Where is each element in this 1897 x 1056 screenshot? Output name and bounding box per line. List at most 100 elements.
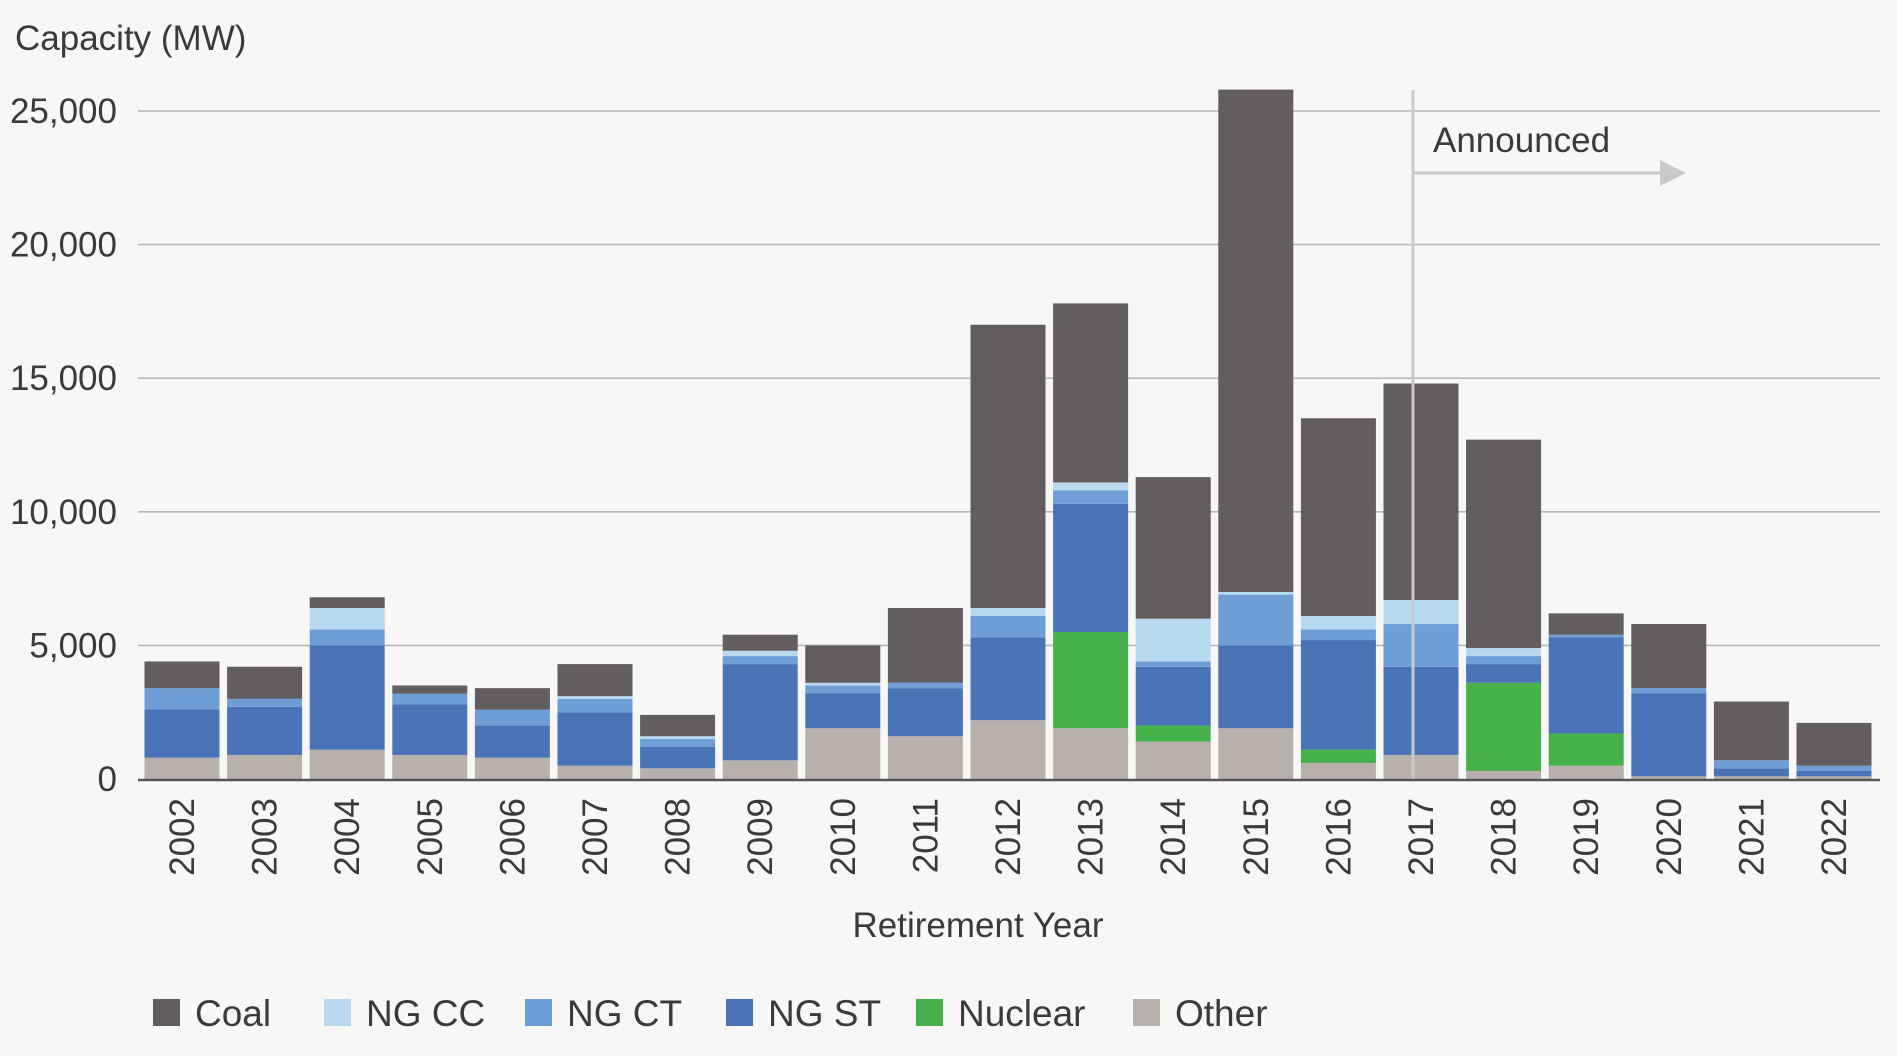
bar-segment-other-2019 xyxy=(1548,765,1624,779)
bar-segment-coal-2013 xyxy=(1053,303,1129,483)
bar-segment-coal-2017 xyxy=(1383,383,1459,600)
y-tick-label: 25,000 xyxy=(10,92,117,131)
bar-segment-ng-ct-2005 xyxy=(392,693,468,705)
bar-segment-coal-2012 xyxy=(970,324,1046,608)
bar-segment-other-2018 xyxy=(1466,770,1542,779)
bar-segment-ng-ct-2011 xyxy=(887,682,963,689)
bar-segment-ng-st-2013 xyxy=(1053,503,1129,633)
bar-segment-ng-st-2002 xyxy=(144,709,220,758)
x-tick-label: 2005 xyxy=(411,798,450,876)
y-axis-ticks: 0 5,000 10,000 15,000 20,000 25,000 xyxy=(10,92,117,799)
bar-segment-other-2021 xyxy=(1713,776,1789,779)
x-tick-label: 2006 xyxy=(493,798,532,876)
legend-label: NG CC xyxy=(366,993,485,1034)
announced-label: Announced xyxy=(1433,121,1610,160)
bar-segment-coal-2018 xyxy=(1466,439,1542,649)
bar-segment-other-2022 xyxy=(1796,776,1872,779)
bar-segment-coal-2004 xyxy=(309,597,385,608)
bar-segment-ng-cc-2009 xyxy=(722,650,798,657)
y-axis-title: Capacity (MW) xyxy=(15,19,246,58)
bar-segment-nuclear-2018 xyxy=(1466,682,1542,771)
bar-segment-other-2004 xyxy=(309,749,385,779)
bar-segment-ng-st-2015 xyxy=(1218,645,1294,729)
bar-segment-ng-st-2020 xyxy=(1631,693,1707,777)
bar-segment-other-2007 xyxy=(557,765,633,779)
legend-swatch-ng-st xyxy=(726,999,753,1026)
bar-segment-ng-st-2004 xyxy=(309,645,385,750)
bar-segment-ng-st-2012 xyxy=(970,637,1046,721)
x-tick-label: 2007 xyxy=(576,798,615,876)
bar-segment-ng-cc-2007 xyxy=(557,696,633,699)
x-tick-label: 2020 xyxy=(1650,798,1689,876)
bar-segment-other-2010 xyxy=(805,728,881,779)
legend: Coal NG CC NG CT NG ST Nuclear Other xyxy=(153,993,1268,1034)
bar-segment-other-2016 xyxy=(1300,762,1376,779)
bar-segment-coal-2002 xyxy=(144,661,220,689)
bar-segment-coal-2014 xyxy=(1135,477,1211,619)
bar-segment-ng-st-2018 xyxy=(1466,664,1542,683)
bar-segment-ng-ct-2002 xyxy=(144,688,220,710)
bar-segment-coal-2003 xyxy=(227,666,303,699)
bar-segment-ng-cc-2016 xyxy=(1300,616,1376,630)
bar-segment-ng-st-2007 xyxy=(557,712,633,766)
bar-segment-ng-st-2011 xyxy=(887,688,963,737)
bar-segment-ng-cc-2012 xyxy=(970,607,1046,617)
bar-segment-ng-st-2010 xyxy=(805,693,881,729)
legend-label: Coal xyxy=(195,993,271,1034)
x-tick-label: 2012 xyxy=(989,798,1028,876)
bar-segment-nuclear-2014 xyxy=(1135,725,1211,742)
bar-segment-other-2014 xyxy=(1135,741,1211,779)
x-tick-label: 2017 xyxy=(1402,798,1441,876)
bar-segment-coal-2015 xyxy=(1218,89,1294,592)
x-tick-label: 2014 xyxy=(1154,798,1193,876)
y-tick-label: 5,000 xyxy=(29,626,117,665)
bar-segment-other-2002 xyxy=(144,757,220,779)
legend-swatch-ng-cc xyxy=(324,999,351,1026)
x-tick-label: 2019 xyxy=(1567,798,1606,876)
bar-segment-other-2020 xyxy=(1631,776,1707,779)
bar-segment-ng-st-2017 xyxy=(1383,666,1459,755)
x-tick-label: 2003 xyxy=(246,798,285,876)
legend-swatch-nuclear xyxy=(916,999,943,1026)
bar-segment-coal-2019 xyxy=(1548,613,1624,635)
bar-segment-nuclear-2019 xyxy=(1548,733,1624,766)
bar-segment-other-2003 xyxy=(227,754,303,779)
x-tick-label: 2008 xyxy=(659,798,698,876)
bar-segment-coal-2011 xyxy=(887,607,963,683)
x-tick-label: 2016 xyxy=(1319,798,1358,876)
bar-segment-ng-ct-2003 xyxy=(227,698,303,707)
bar-segment-other-2011 xyxy=(887,736,963,779)
bar-segment-other-2017 xyxy=(1383,754,1459,779)
bar-segment-ng-ct-2012 xyxy=(970,616,1046,638)
bar-segment-ng-st-2014 xyxy=(1135,666,1211,726)
bar-segment-ng-ct-2018 xyxy=(1466,656,1542,665)
bar-segment-coal-2010 xyxy=(805,645,881,683)
bar-segment-ng-ct-2009 xyxy=(722,656,798,665)
bar-segment-other-2009 xyxy=(722,760,798,779)
bar-segment-ng-ct-2007 xyxy=(557,698,633,713)
bar-segment-ng-ct-2022 xyxy=(1796,765,1872,771)
y-tick-label: 10,000 xyxy=(10,493,117,532)
bar-segment-coal-2021 xyxy=(1713,701,1789,761)
bar-segment-ng-ct-2006 xyxy=(474,709,550,726)
announced-arrow-head xyxy=(1660,160,1686,186)
x-tick-label: 2010 xyxy=(824,798,863,876)
bars xyxy=(144,89,1872,779)
bar-segment-ng-cc-2010 xyxy=(805,682,881,686)
bar-segment-coal-2022 xyxy=(1796,722,1872,766)
y-tick-label: 20,000 xyxy=(10,226,117,265)
y-tick-label: 15,000 xyxy=(10,359,117,398)
bar-segment-coal-2006 xyxy=(474,688,550,710)
x-tick-label: 2002 xyxy=(163,798,202,876)
bar-segment-ng-ct-2013 xyxy=(1053,490,1129,504)
bar-segment-coal-2016 xyxy=(1300,418,1376,617)
bar-segment-ng-st-2008 xyxy=(640,746,716,769)
legend-label: Other xyxy=(1175,993,1268,1034)
legend-swatch-other xyxy=(1133,999,1160,1026)
bar-segment-ng-st-2005 xyxy=(392,704,468,755)
bar-segment-other-2005 xyxy=(392,754,468,779)
bar-segment-nuclear-2013 xyxy=(1053,632,1129,729)
x-tick-label: 2013 xyxy=(1072,798,1111,876)
bar-segment-coal-2020 xyxy=(1631,624,1707,689)
legend-swatch-ng-ct xyxy=(525,999,552,1026)
